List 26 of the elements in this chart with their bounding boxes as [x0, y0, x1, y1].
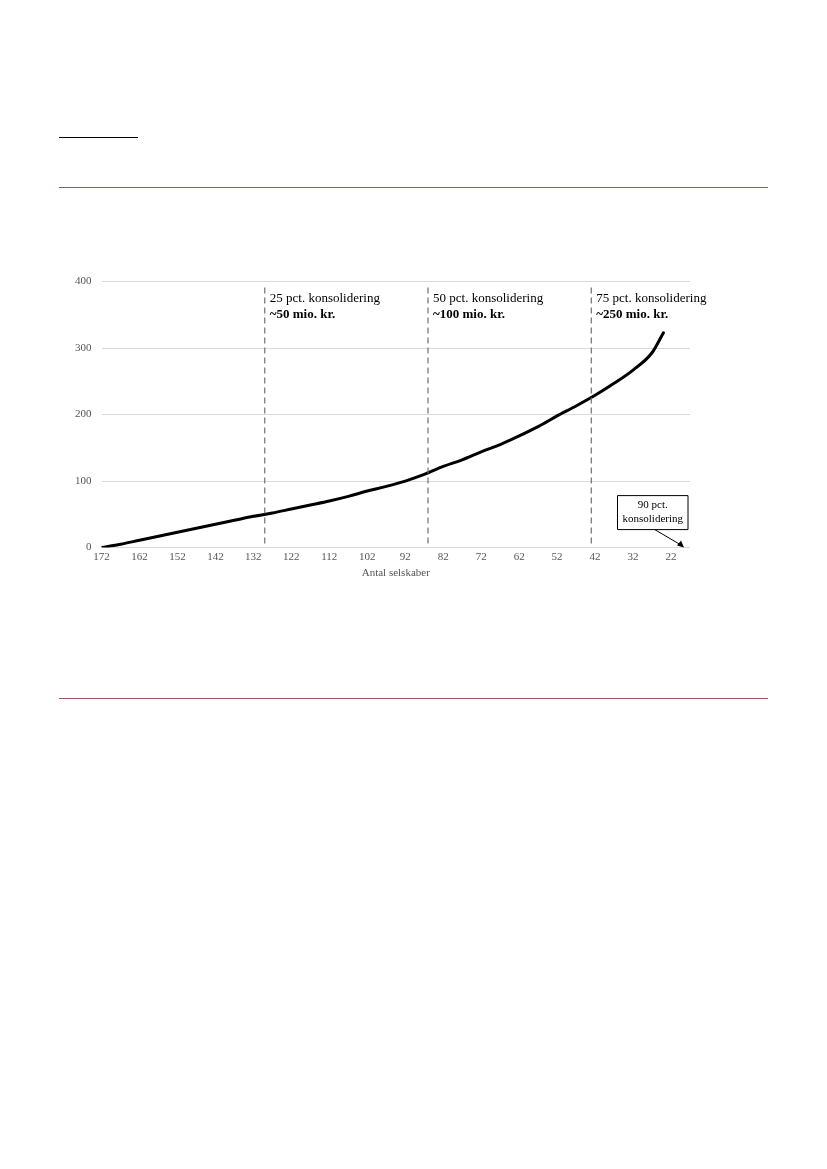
x-tick-label: 62 — [513, 550, 525, 563]
y-tick-label: 200 — [75, 407, 92, 420]
x-tick-label: 32 — [627, 550, 639, 563]
x-tick-label: 162 — [131, 550, 148, 563]
x-tick-label: 22 — [665, 550, 677, 563]
ref-line-label: 50 pct. konsolidering ~100 mio. kr. — [433, 289, 544, 322]
x-tick-label: 112 — [321, 550, 338, 563]
x-tick-label: 132 — [245, 550, 262, 563]
x-tick-label: 172 — [93, 550, 110, 563]
x-tick-label: 152 — [169, 550, 186, 563]
x-tick-label: 82 — [437, 550, 449, 563]
annotation: 90 pct. konsolidering — [622, 497, 684, 524]
x-tick-label: 102 — [359, 550, 376, 563]
x-tick-label: 42 — [589, 550, 601, 563]
x-tick-label: 142 — [207, 550, 224, 563]
y-tick-label: 300 — [75, 340, 92, 353]
x-axis-title: Antal selskaber — [361, 566, 431, 579]
y-tick-label: 0 — [86, 540, 92, 553]
y-tick-label: 100 — [75, 473, 92, 486]
ref-line-label: 75 pct. konsolidering ~250 mio. kr. — [596, 289, 707, 322]
y-tick-label: 400 — [75, 274, 92, 287]
x-tick-label: 72 — [475, 550, 487, 563]
x-tick-label: 52 — [551, 550, 563, 563]
x-tick-label: 122 — [283, 550, 300, 563]
x-tick-label: 92 — [399, 550, 411, 563]
ref-line-label: 25 pct. konsolidering ~50 mio. kr. — [269, 289, 381, 322]
